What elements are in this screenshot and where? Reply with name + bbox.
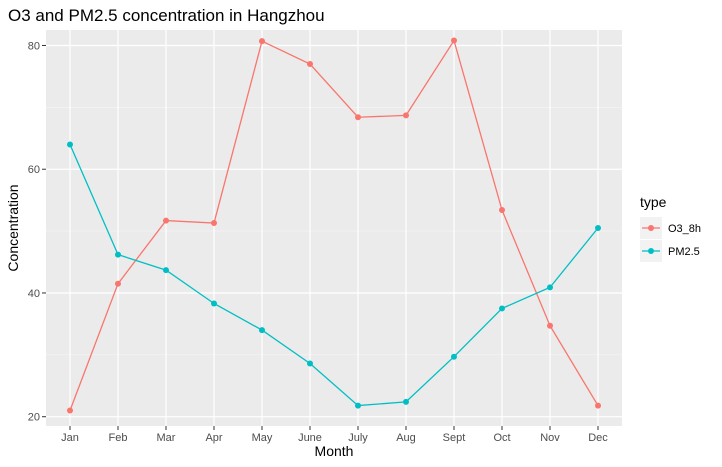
x-tick-label: Aug xyxy=(396,432,416,444)
legend-key-point xyxy=(648,248,654,254)
x-tick-label: Mar xyxy=(157,432,176,444)
legend-title: type xyxy=(640,194,667,210)
x-tick-label: Jan xyxy=(61,432,79,444)
data-point xyxy=(595,402,601,409)
x-tick-label: Oct xyxy=(493,432,510,444)
data-point xyxy=(547,284,553,291)
grid-lines xyxy=(46,30,622,426)
x-tick-label: Nov xyxy=(540,432,560,444)
x-axis-title: Month xyxy=(315,443,354,459)
data-point xyxy=(451,353,457,360)
x-tick-label: May xyxy=(252,432,273,444)
data-point xyxy=(67,141,73,148)
data-point xyxy=(163,217,169,224)
data-point xyxy=(115,280,121,287)
legend-key-point xyxy=(648,225,654,231)
data-point xyxy=(259,327,265,334)
x-tick-label: Dec xyxy=(588,432,608,444)
data-point xyxy=(403,398,409,405)
series-line xyxy=(69,38,599,411)
x-axis: Jan Feb Mar Apr May June July Aug Sept Oct Nov Dec xyxy=(61,426,608,444)
y-axis-title: Concentration xyxy=(5,184,21,271)
legend-label: O3_8h xyxy=(668,223,701,235)
chart-title: O3 and PM2.5 concentration in Hangzhou xyxy=(8,6,325,25)
plot-panel xyxy=(46,30,622,426)
data-point xyxy=(403,112,409,119)
data-point xyxy=(547,322,553,329)
x-tick-label: July xyxy=(348,432,368,444)
data-point xyxy=(259,38,265,45)
data-point xyxy=(355,114,361,121)
data-point xyxy=(307,61,313,68)
y-tick-label: 20 xyxy=(28,412,40,424)
data-point xyxy=(115,251,121,258)
x-tick-label: June xyxy=(298,432,322,444)
y-tick-label: 40 xyxy=(28,288,40,300)
data-point xyxy=(211,220,217,227)
data-point xyxy=(499,207,505,214)
data-point xyxy=(451,37,457,44)
y-tick-label: 80 xyxy=(28,40,40,52)
data-point xyxy=(211,300,217,307)
x-tick-label: Sept xyxy=(443,432,466,444)
x-tick-label: Feb xyxy=(109,432,128,444)
series-layer xyxy=(67,37,601,414)
data-point xyxy=(67,407,73,414)
legend-label: PM2.5 xyxy=(668,246,700,258)
data-point xyxy=(163,267,169,274)
x-tick-label: Apr xyxy=(205,432,222,444)
data-point xyxy=(499,305,505,312)
data-point xyxy=(595,225,601,231)
y-tick-label: 60 xyxy=(28,164,40,176)
data-point xyxy=(355,402,361,409)
legend: type O3_8h PM2.5 xyxy=(640,194,701,262)
series-line xyxy=(69,144,599,407)
y-axis: 20 40 60 80 xyxy=(28,40,46,424)
data-point xyxy=(307,360,313,367)
